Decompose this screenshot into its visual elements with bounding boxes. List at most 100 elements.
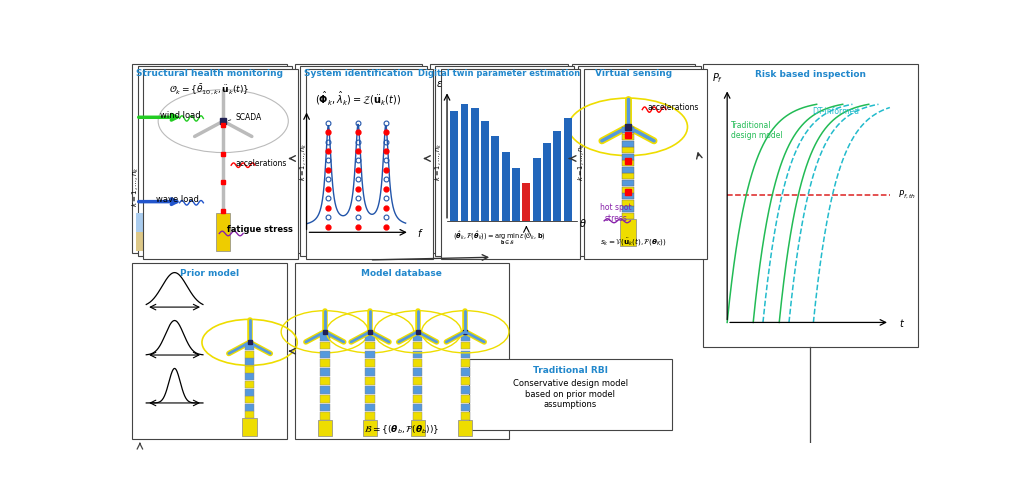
Bar	[321, 333, 330, 341]
Bar	[430, 64, 568, 253]
Bar	[321, 368, 330, 376]
Bar	[703, 64, 918, 348]
Bar	[295, 263, 509, 439]
Bar	[321, 395, 330, 402]
Bar	[413, 395, 423, 402]
Text: Traditional RBI: Traditional RBI	[532, 366, 608, 375]
Bar	[623, 193, 634, 199]
Text: wind load: wind load	[160, 111, 201, 120]
Bar	[461, 342, 470, 350]
Bar	[321, 351, 330, 359]
Bar	[366, 360, 375, 367]
Bar	[413, 351, 423, 359]
Bar	[584, 69, 707, 259]
Bar	[132, 64, 287, 253]
Bar	[321, 403, 330, 411]
Bar	[572, 64, 695, 253]
Bar	[366, 342, 375, 350]
Text: System identification: System identification	[303, 69, 413, 78]
Bar	[321, 360, 330, 367]
Bar	[413, 360, 423, 367]
Bar	[366, 412, 375, 420]
Text: Conservative design model
based on prior model
assumptions: Conservative design model based on prior…	[513, 379, 628, 409]
Bar	[623, 167, 634, 173]
Bar	[623, 213, 634, 219]
Bar	[623, 200, 634, 206]
Bar	[623, 134, 634, 140]
Bar	[136, 232, 283, 251]
Text: $\theta$: $\theta$	[579, 217, 587, 229]
Text: $\varepsilon$: $\varepsilon$	[435, 79, 442, 89]
Bar	[440, 69, 580, 259]
Bar	[245, 359, 254, 365]
Text: Digital twin parameter estimation: Digital twin parameter estimation	[418, 69, 580, 78]
Bar	[458, 420, 472, 436]
Bar	[321, 412, 330, 420]
Bar	[623, 180, 634, 186]
Bar	[469, 359, 672, 430]
Bar	[461, 403, 470, 411]
Text: $P_f$: $P_f$	[712, 72, 723, 86]
Bar	[366, 403, 375, 411]
Bar	[132, 263, 287, 439]
Bar	[623, 127, 634, 133]
Text: $k=1,\ldots,n_k$: $k=1,\ldots,n_k$	[131, 167, 141, 207]
Bar	[413, 386, 423, 394]
Bar	[411, 420, 425, 436]
Bar	[306, 69, 433, 259]
Bar	[366, 377, 375, 385]
Text: Virtual sensing: Virtual sensing	[595, 69, 673, 78]
Bar	[461, 386, 470, 394]
Bar	[366, 386, 375, 394]
Bar	[623, 154, 634, 160]
Bar	[245, 404, 254, 411]
Text: $k=1,\ldots,n_k$: $k=1,\ldots,n_k$	[299, 142, 309, 181]
Bar	[136, 213, 283, 240]
Text: $\mathcal{O}_k = \{\bar{\theta}_{10,k}, \ddot{\mathbf{u}}_k(t)\}$: $\mathcal{O}_k = \{\bar{\theta}_{10,k}, …	[169, 83, 250, 97]
Bar	[366, 368, 375, 376]
Bar	[413, 403, 423, 411]
Bar	[362, 420, 377, 436]
Text: DT-informed: DT-informed	[812, 108, 859, 117]
Bar	[461, 377, 470, 385]
Bar	[366, 395, 375, 402]
Text: $\mathcal{B} = \{(\boldsymbol{\theta}_b, \mathcal{F}(\boldsymbol{\theta}_b))\}$: $\mathcal{B} = \{(\boldsymbol{\theta}_b,…	[365, 423, 439, 436]
Bar	[563, 118, 571, 221]
Text: fatigue stress: fatigue stress	[227, 225, 293, 234]
Bar	[461, 395, 470, 402]
Bar	[461, 412, 470, 420]
Text: Risk based inspection: Risk based inspection	[755, 70, 866, 79]
Text: Model database: Model database	[361, 269, 442, 278]
Text: t: t	[900, 319, 904, 329]
Bar	[623, 140, 634, 146]
Bar	[502, 152, 510, 221]
Text: accelerations: accelerations	[236, 159, 287, 168]
Bar	[543, 143, 551, 221]
Bar	[461, 368, 470, 376]
Text: SCADA: SCADA	[236, 113, 261, 122]
Bar	[245, 343, 254, 350]
Bar	[451, 111, 458, 221]
Bar	[461, 333, 470, 341]
Bar	[366, 333, 375, 341]
Bar	[317, 420, 332, 436]
Bar	[245, 351, 254, 358]
Bar	[623, 206, 634, 212]
Bar	[216, 213, 230, 251]
Bar	[512, 168, 520, 221]
Bar	[461, 360, 470, 367]
Bar	[321, 377, 330, 385]
Text: accelerations: accelerations	[648, 103, 699, 112]
Bar	[413, 377, 423, 385]
Bar	[461, 105, 468, 221]
Text: $k=1,\ldots,n_k$: $k=1,\ldots,n_k$	[577, 142, 587, 181]
Bar	[245, 411, 254, 418]
Text: $(\hat{\boldsymbol{\theta}}_k,\mathcal{F}(\hat{\boldsymbol{\theta}}_k))=\underse: $(\hat{\boldsymbol{\theta}}_k,\mathcal{F…	[453, 230, 546, 247]
Bar	[321, 386, 330, 394]
Bar	[471, 108, 479, 221]
Text: wave load: wave load	[156, 195, 199, 204]
Bar	[413, 342, 423, 350]
Bar	[623, 173, 634, 179]
Text: f: f	[418, 229, 421, 239]
Bar	[553, 130, 561, 221]
